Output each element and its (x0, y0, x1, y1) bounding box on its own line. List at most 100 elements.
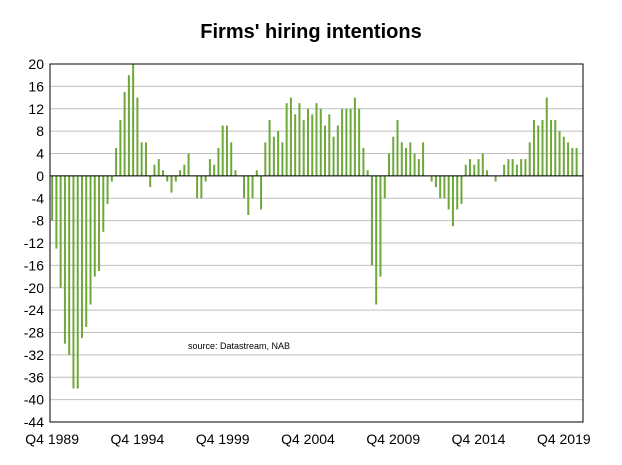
bar (102, 175, 105, 232)
bar (481, 153, 484, 176)
bar (319, 108, 322, 176)
bar (541, 119, 544, 176)
bar (409, 142, 412, 176)
bar (507, 159, 510, 176)
y-tick-label: -40 (24, 392, 44, 408)
y-tick-label: -36 (24, 369, 44, 385)
bar (528, 142, 531, 176)
bar (183, 164, 186, 176)
x-tick-label: Q4 1994 (111, 431, 165, 447)
bar (434, 175, 437, 188)
bar (243, 175, 246, 199)
bar (524, 159, 527, 176)
x-tick-label: Q4 1989 (25, 431, 79, 447)
x-tick-label: Q4 2014 (452, 431, 506, 447)
bar (532, 119, 535, 176)
chart-title: Firms' hiring intentions (200, 21, 421, 43)
bar (221, 125, 224, 176)
bar (55, 175, 58, 249)
x-tick-label: Q4 2009 (366, 431, 420, 447)
bar (392, 136, 395, 176)
bar (110, 175, 113, 182)
bar (93, 175, 96, 277)
bar (247, 175, 250, 216)
x-tick-label: Q4 1999 (196, 431, 250, 447)
bar (439, 175, 442, 199)
bar (204, 175, 207, 182)
bar (89, 175, 92, 305)
bar (306, 108, 309, 176)
y-tick-label: 4 (36, 146, 44, 162)
y-tick-label: -32 (24, 347, 44, 363)
y-tick-label: 12 (28, 101, 44, 117)
y-tick-label: -8 (32, 213, 45, 229)
bar (98, 175, 101, 271)
bar (76, 175, 79, 389)
y-tick-label: 16 (28, 78, 44, 94)
bar (324, 125, 327, 176)
bar (400, 142, 403, 176)
bar (422, 142, 425, 176)
bar (349, 108, 352, 176)
bar (575, 147, 578, 176)
y-tick-labels: 20 16 12 8 4 0 -4 -8 -12 -16 -20 -24 -28 -32 -36 -40 -44 (24, 56, 44, 430)
bar (375, 175, 378, 305)
y-tick-label: -24 (24, 302, 44, 318)
bar (234, 170, 237, 176)
y-tick-label: 0 (36, 168, 44, 184)
bar (68, 175, 71, 355)
bar (413, 153, 416, 176)
bar (366, 170, 369, 176)
bar (277, 131, 280, 176)
y-tick-label: -28 (24, 325, 44, 341)
y-tick-label: -4 (32, 190, 45, 206)
bar (503, 164, 506, 176)
bar (106, 175, 109, 204)
bar (268, 119, 271, 176)
bar (545, 97, 548, 176)
bar (469, 159, 472, 176)
bar (362, 147, 365, 176)
plot-border (49, 63, 584, 423)
bar (174, 175, 177, 182)
bar (72, 175, 75, 389)
bar (387, 153, 390, 176)
bar (486, 170, 489, 176)
bar (341, 108, 344, 176)
bar (464, 164, 467, 176)
bar (281, 142, 284, 176)
bar (294, 114, 297, 176)
bar (550, 119, 553, 176)
bar (379, 175, 382, 277)
y-tick-label: 20 (28, 56, 44, 72)
bar (161, 170, 164, 176)
x-tick-label: Q4 2019 (537, 431, 591, 447)
bar (537, 125, 540, 176)
bar (336, 125, 339, 176)
bar (353, 97, 356, 176)
bar (80, 175, 83, 339)
bar (477, 159, 480, 176)
bar (179, 170, 182, 176)
y-tick-label: 8 (36, 123, 44, 139)
bar (511, 159, 514, 176)
bar (144, 142, 147, 176)
bar (456, 175, 459, 210)
bar (225, 125, 228, 176)
bar (213, 164, 216, 176)
bar (85, 175, 88, 327)
bar (430, 175, 433, 182)
bar (136, 97, 139, 176)
bar (494, 175, 497, 182)
bar (272, 136, 275, 176)
bar (315, 103, 318, 176)
bar (251, 175, 254, 199)
bar (332, 136, 335, 176)
bar (170, 175, 173, 193)
bar (562, 136, 565, 176)
bar (383, 175, 386, 199)
bar (115, 147, 118, 176)
bar (149, 175, 152, 188)
bar (289, 97, 292, 176)
